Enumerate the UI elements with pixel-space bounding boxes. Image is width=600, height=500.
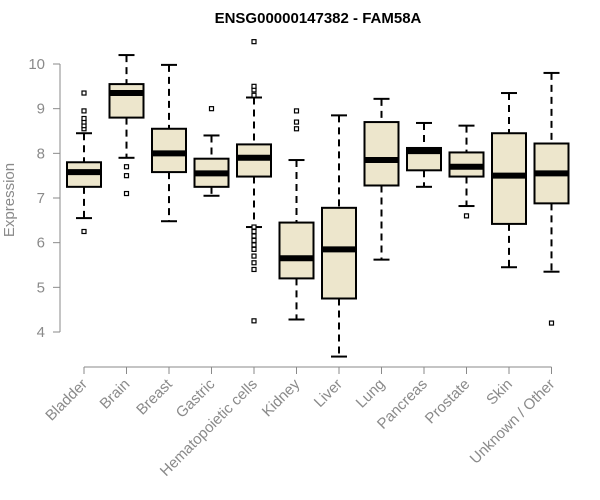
outlier-point (251, 39, 257, 45)
box-prostate (448, 124, 485, 219)
y-axis-label: Expression (1, 163, 18, 237)
iqr-box (108, 83, 145, 119)
outlier-point (251, 246, 257, 252)
iqr-box (321, 206, 357, 300)
outlier-point (251, 237, 257, 244)
y-tick-label: 10 (28, 56, 45, 73)
outlier-point (251, 260, 257, 266)
outlier-point (251, 318, 257, 324)
x-tick-label: Bladder (42, 376, 91, 425)
box-breast (151, 63, 187, 223)
x-tick-label: Lung (353, 376, 389, 412)
outlier-point (81, 115, 87, 122)
outlier-point (81, 108, 87, 114)
box-liver (321, 114, 357, 358)
outlier-point (123, 190, 130, 197)
y-tick-label: 4 (37, 324, 45, 341)
outlier-point (251, 224, 257, 230)
outlier-point (293, 108, 300, 114)
box-unknown-other (533, 71, 570, 326)
outlier-point (251, 253, 257, 259)
outlier-point (251, 233, 257, 239)
x-tick-label: Brain (97, 376, 134, 413)
outlier-point (548, 320, 555, 326)
outlier-point (463, 213, 470, 219)
box-skin (491, 92, 527, 269)
outlier-point (251, 83, 257, 89)
y-tick-label: 9 (37, 101, 45, 118)
box-lung (363, 97, 400, 261)
outlier-point (81, 90, 87, 96)
x-tick-label: Skin (483, 376, 516, 409)
outlier-point (123, 164, 130, 170)
outlier-point (208, 106, 215, 112)
y-tick-label: 7 (37, 190, 45, 207)
box-hematopoietic-cells (236, 39, 272, 324)
y-tick-label: 6 (37, 235, 45, 252)
box-brain (108, 54, 145, 197)
outlier-point (123, 173, 130, 179)
y-axis: 4 5 6 7 8 9 10 (28, 56, 61, 341)
y-tick-label: 5 (37, 279, 45, 296)
outlier-point (293, 126, 300, 132)
iqr-box (363, 121, 400, 187)
outlier-point (251, 266, 257, 273)
x-tick-label: Prostate (422, 376, 474, 428)
outlier-point (251, 228, 257, 235)
outlier-point (293, 119, 300, 125)
box-gastric (193, 106, 230, 197)
iqr-box (278, 221, 315, 280)
box-pancreas (406, 121, 442, 188)
outlier-point (251, 242, 257, 248)
x-tick-label: Breast (133, 375, 176, 418)
x-tick-label: Liver (311, 376, 346, 411)
x-tick-label: Kidney (259, 375, 304, 420)
box-series (66, 39, 570, 358)
box-bladder (66, 90, 102, 235)
chart-title: ENSG00000147382 - FAM58A (215, 10, 422, 27)
outlier-point (251, 92, 257, 98)
box-kidney (278, 108, 315, 321)
outlier-point (81, 228, 87, 235)
y-tick-label: 8 (37, 145, 45, 162)
